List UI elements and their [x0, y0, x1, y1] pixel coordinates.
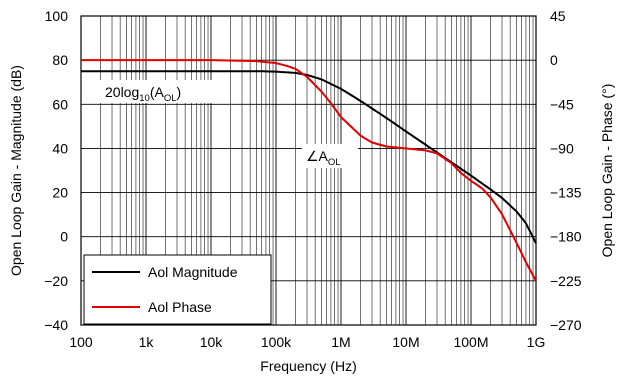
y-right-tick-label: −45 — [550, 96, 574, 112]
x-tick-label: 100k — [261, 334, 292, 350]
y-right-tick-label: −225 — [550, 273, 582, 289]
plot-frame — [80, 15, 537, 326]
magnitude-annotation-arg: (A — [150, 84, 165, 100]
x-tick-labels: 100 1k 10k 100k 1M 10M 100M 1G — [69, 334, 545, 350]
x-tick-label: 100 — [69, 334, 93, 350]
legend-label-magnitude: Aol Magnitude — [148, 264, 238, 280]
y-right-axis-title: Open Loop Gain - Phase (°) — [599, 84, 615, 258]
series-layer — [81, 59, 537, 282]
x-tick-label: 10M — [392, 334, 419, 350]
y-left-tick-label: −20 — [44, 273, 68, 289]
y-right-tick-label: −270 — [550, 317, 582, 333]
y-left-tick-label: 60 — [52, 96, 68, 112]
phase-annotation-sub: OL — [328, 157, 341, 168]
series-line-magnitude — [81, 70, 537, 244]
magnitude-annotation: 20log10(AOL) — [105, 84, 181, 104]
y-left-tick-label: 40 — [52, 140, 68, 156]
magnitude-annotation-background — [99, 80, 230, 103]
legend-label-phase: Aol Phase — [148, 299, 212, 315]
x-tick-label: 1G — [527, 334, 546, 350]
x-tick-label: 1M — [331, 334, 350, 350]
phase-annotation-symbol: ∠A — [306, 148, 329, 164]
series-line-phase — [81, 59, 537, 282]
y-left-tick-label: 80 — [52, 52, 68, 68]
legend-box — [83, 254, 272, 325]
phase-annotation: ∠AOL — [306, 148, 341, 168]
y-left-tick-label: 0 — [60, 229, 68, 245]
magnitude-annotation-arg-sub: OL — [164, 93, 177, 104]
y-right-tick-label: −135 — [550, 185, 582, 201]
x-tick-label: 100M — [453, 334, 488, 350]
y-right-tick-labels: 45 0 −45 −90 −135 −180 −225 −270 — [550, 8, 582, 333]
y-right-tick-label: −90 — [550, 140, 574, 156]
legend: Aol Magnitude Aol Phase — [83, 254, 272, 325]
magnitude-annotation-close: ) — [177, 84, 182, 100]
y-left-tick-label: −40 — [44, 317, 68, 333]
magnitude-annotation-base: 20log — [105, 84, 139, 100]
x-tick-label: 10k — [200, 334, 224, 350]
y-left-tick-label: 20 — [52, 185, 68, 201]
x-tick-label: 1k — [139, 334, 155, 350]
magnitude-annotation-sub: 10 — [139, 93, 150, 104]
x-axis-title: Frequency (Hz) — [260, 358, 356, 374]
y-right-tick-label: −180 — [550, 229, 582, 245]
y-left-axis-title: Open Loop Gain - Magnitude (dB) — [8, 65, 24, 276]
y-right-tick-label: 45 — [550, 8, 566, 24]
y-left-tick-label: 100 — [45, 8, 69, 24]
y-left-tick-labels: 100 80 60 40 20 0 −20 −40 — [44, 8, 68, 333]
y-right-tick-label: 0 — [550, 52, 558, 68]
phase-annotation-background — [302, 144, 358, 168]
